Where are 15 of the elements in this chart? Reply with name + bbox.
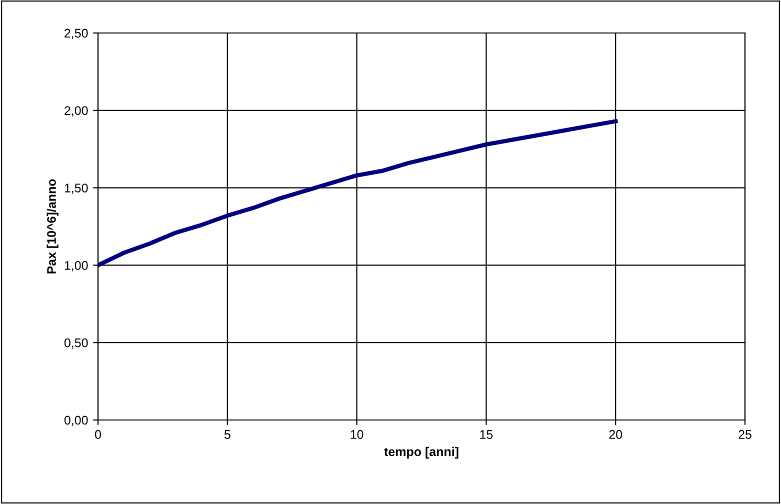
x-tick-label: 20 [609,430,622,439]
x-tick-label: 25 [738,430,752,439]
y-tick-label: 1,50 [64,184,88,194]
y-tick-label: 2,00 [64,106,88,117]
y-tick-label: 1,00 [64,261,88,272]
x-tick-label: 5 [224,430,230,439]
x-tick-label: 0 [95,430,101,439]
x-tick-label: 10 [350,430,364,439]
y-axis-title: Pax [10^6]/anno [46,179,58,274]
y-tick-label: 2,50 [64,28,88,40]
line-series [98,119,618,268]
x-tick-label: 15 [480,430,493,439]
y-tick-label: 0,50 [64,338,88,349]
x-axis-title: tempo [anni] [384,446,458,459]
y-tick-label: 0,00 [64,416,88,426]
